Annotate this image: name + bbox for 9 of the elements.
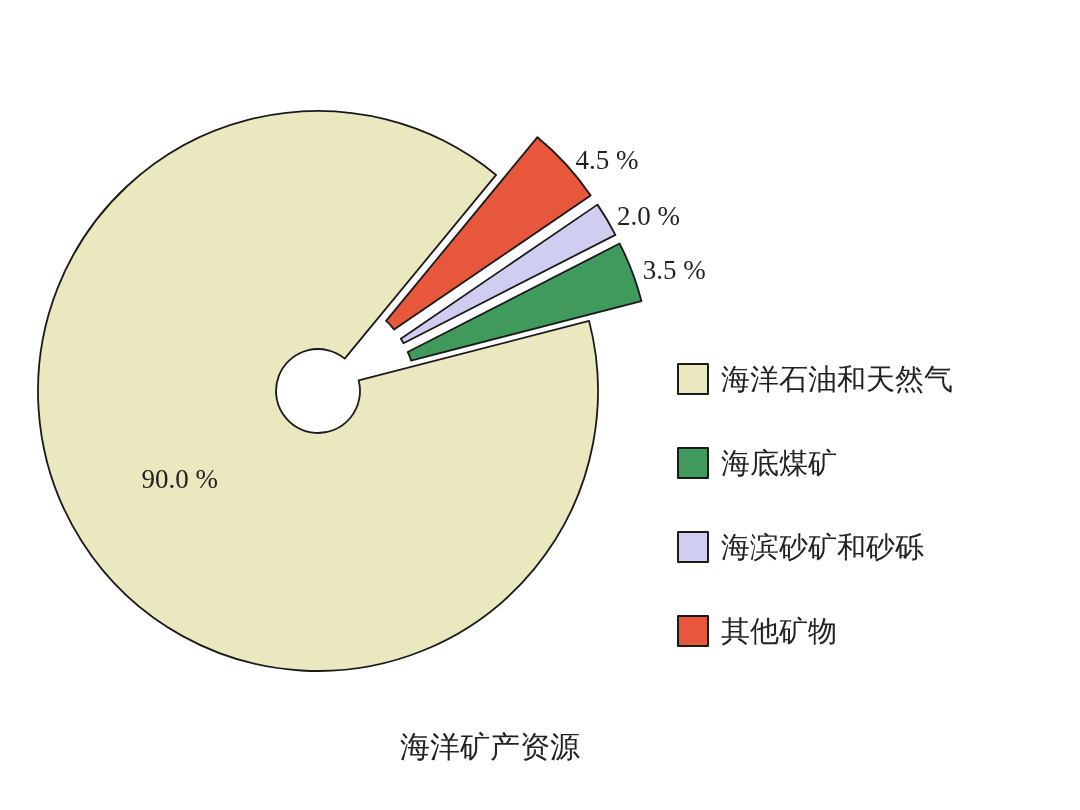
legend-label: 海滨砂矿和砂砾 <box>721 531 924 563</box>
legend-label: 海底煤矿 <box>721 447 837 479</box>
legend-label: 其他矿物 <box>721 615 837 647</box>
data-label: 3.5 % <box>642 254 706 285</box>
data-label: 90.0 % <box>141 464 218 495</box>
text: 海洋矿产资源 <box>400 729 580 763</box>
legend-label: 海洋石油和天然气 <box>721 363 953 395</box>
data-label: 2.0 % <box>617 201 681 232</box>
data-label: 4.5 % <box>575 145 639 176</box>
